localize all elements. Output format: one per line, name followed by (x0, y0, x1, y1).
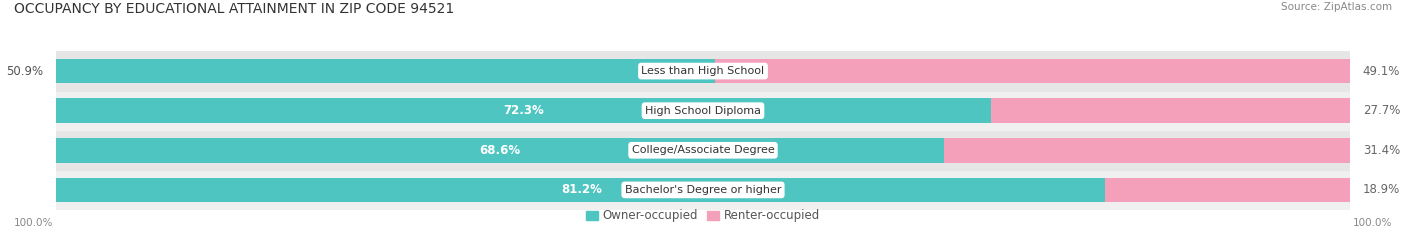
Text: Less than High School: Less than High School (641, 66, 765, 76)
Bar (943, 138, 1350, 163)
Text: OCCUPANCY BY EDUCATIONAL ATTAINMENT IN ZIP CODE 94521: OCCUPANCY BY EDUCATIONAL ATTAINMENT IN Z… (14, 2, 454, 16)
Bar (56, 98, 991, 123)
Text: Source: ZipAtlas.com: Source: ZipAtlas.com (1281, 2, 1392, 12)
Text: 18.9%: 18.9% (1362, 183, 1400, 196)
Text: 50.9%: 50.9% (6, 65, 44, 78)
Bar (714, 59, 1350, 83)
Text: Bachelor's Degree or higher: Bachelor's Degree or higher (624, 185, 782, 195)
Bar (56, 91, 1350, 130)
Bar (1105, 178, 1350, 202)
Text: 31.4%: 31.4% (1362, 144, 1400, 157)
Bar (56, 59, 714, 83)
Text: 68.6%: 68.6% (479, 144, 520, 157)
Bar (56, 178, 1107, 202)
Bar (56, 51, 1350, 91)
Text: 81.2%: 81.2% (561, 183, 602, 196)
Text: College/Associate Degree: College/Associate Degree (631, 145, 775, 155)
Text: 72.3%: 72.3% (503, 104, 544, 117)
Bar (56, 170, 1350, 210)
Text: 100.0%: 100.0% (14, 218, 53, 228)
Legend: Owner-occupied, Renter-occupied: Owner-occupied, Renter-occupied (581, 205, 825, 227)
Bar (56, 138, 943, 163)
Text: 49.1%: 49.1% (1362, 65, 1400, 78)
Text: High School Diploma: High School Diploma (645, 106, 761, 116)
Text: 100.0%: 100.0% (1353, 218, 1392, 228)
Bar (56, 130, 1350, 170)
Text: 27.7%: 27.7% (1362, 104, 1400, 117)
Bar (991, 98, 1350, 123)
